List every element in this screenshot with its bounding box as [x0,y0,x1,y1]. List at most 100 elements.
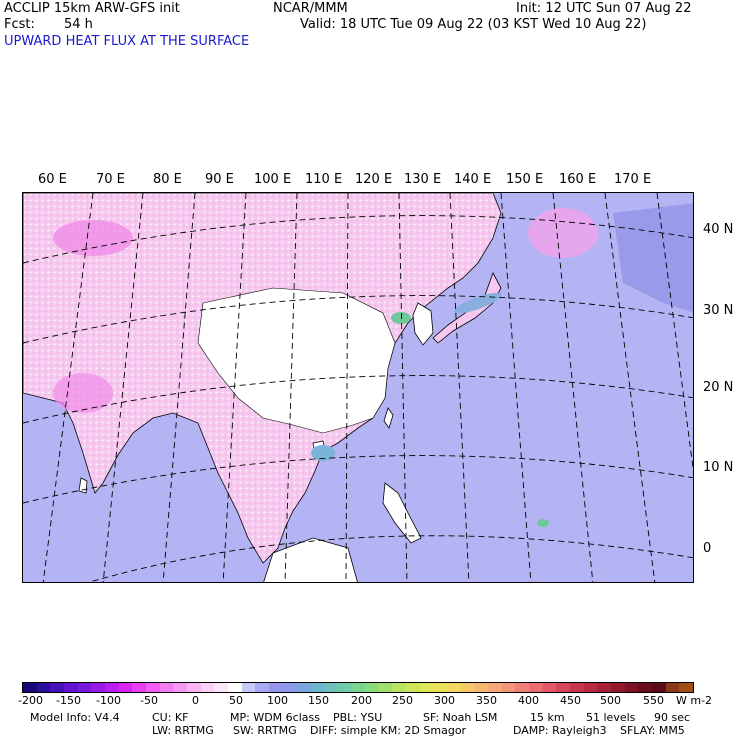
colorbar-swatch [364,683,379,692]
lat-label: 20 N [703,380,734,395]
lon-label: 100 E [254,172,292,187]
colorbar-tick: 500 [600,694,621,707]
resolution: 15 km [530,711,565,724]
model-title: ACCLIP 15km ARW-GFS init [4,1,180,16]
lon-label: 150 E [506,172,544,187]
positive-flux-patch [391,312,411,324]
lon-label: 60 E [38,172,67,187]
colorbar-tick: 50 [229,694,243,707]
lon-label: 110 E [305,172,343,187]
colorbar-tick: -100 [96,694,121,707]
china-interior [197,287,396,434]
colorbar-swatch [77,683,92,692]
lon-label: 170 E [614,172,652,187]
parallel-line [23,375,693,424]
colorbar-swatch [310,683,324,692]
colorbar-swatch [487,683,502,692]
colorbar-tick: 150 [308,694,329,707]
cu-scheme: CU: KF [152,711,189,724]
lon-label: 140 E [454,172,492,187]
colorbar-swatch [433,683,447,692]
lat-label: 10 N [703,460,734,475]
meridian-line [604,193,656,582]
colorbar-swatch [200,683,215,692]
parallel-line [23,455,693,504]
meridian-line [449,193,470,582]
colorbar-units: W m-2 [676,694,713,707]
sf-scheme: SF: Noah LSM [423,711,498,724]
meridian-line [102,193,144,582]
colorbar-tick: 100 [267,694,288,707]
colorbar-swatch [556,683,570,692]
colorbar-swatch [542,683,557,692]
negative-flux-patch [528,208,598,258]
lon-label: 70 E [96,172,125,187]
lat-label: 40 N [703,222,734,237]
lat-label: 30 N [703,303,734,318]
colorbar-swatch [378,683,393,692]
heat-flux-map [22,192,694,583]
forecast-label: Fcst: [4,17,35,32]
meridian-line [552,193,594,582]
model-info: Model Info: V4.4 [30,711,120,724]
colorbar-tick: -50 [140,694,158,707]
lon-label: 160 E [559,172,597,187]
meridian-line [500,193,532,582]
lw-scheme: LW: RRTMG [152,724,214,737]
colorbar-swatch [282,683,297,692]
colorbar-swatch [665,683,680,692]
colorbar-tick: 350 [476,694,497,707]
positive-flux-patch [537,519,549,527]
colorbar-swatch [228,683,242,692]
colorbar-swatch [50,683,65,692]
colorbar-swatch [91,683,106,692]
colorbar-swatch [105,683,119,692]
colorbar-swatch [146,683,160,692]
colorbar-swatch [296,683,311,692]
meridian-line [656,193,693,472]
lon-label: 120 E [355,172,393,187]
colorbar-swatch [651,683,666,692]
negative-flux-patch [53,220,133,256]
forecast-hour: 54 h [64,17,93,32]
colorbar-tick: 550 [643,694,664,707]
colorbar-swatch [173,683,188,692]
colorbar-swatch [159,683,174,692]
init-time: Init: 12 UTC Sun 07 Aug 22 [516,1,692,16]
parallel-line [88,535,693,582]
parallel-line [23,215,693,264]
parallel-line [23,295,693,344]
colorbar-swatch [23,683,37,692]
colorbar-swatch [405,683,420,692]
negative-flux-patch [53,373,113,413]
colorbar-swatch [446,683,461,692]
colorbar-tick: 300 [434,694,455,707]
colorbar-swatch [255,683,270,692]
damp-scheme: DAMP: Rayleigh3 [513,724,607,737]
colorbar-swatch [64,683,78,692]
colorbar-tick: 200 [351,694,372,707]
colorbar-swatch [460,683,475,692]
map-canvas [23,193,693,582]
diff-scheme: DIFF: simple KM: 2D Smagor [310,724,467,737]
meridian-line [398,193,408,582]
colorbar-tick: -200 [18,694,43,707]
lat-label: 0 [703,541,712,556]
colorbar-tick: 250 [392,694,413,707]
colorbar-tick: -150 [56,694,81,707]
meridian-line [42,193,94,582]
colorbar-swatch [36,683,51,692]
philippines [382,482,422,544]
colorbar-swatch [337,683,352,692]
pbl-scheme: PBL: YSU [333,711,383,724]
colorbar-swatch [132,683,147,692]
vertical-levels: 51 levels [586,711,636,724]
sflay-scheme: SFLAY: MM5 [620,724,685,737]
ocean-high-flux-patch [613,203,693,313]
colorbar-swatch [269,683,283,692]
colorbar-swatch [528,683,543,692]
colorbar-swatch [474,683,488,692]
colorbar-tick: 400 [518,694,539,707]
valid-time: Valid: 18 UTC Tue 09 Aug 22 (03 KST Wed … [300,17,647,32]
meridian-line [345,193,349,582]
